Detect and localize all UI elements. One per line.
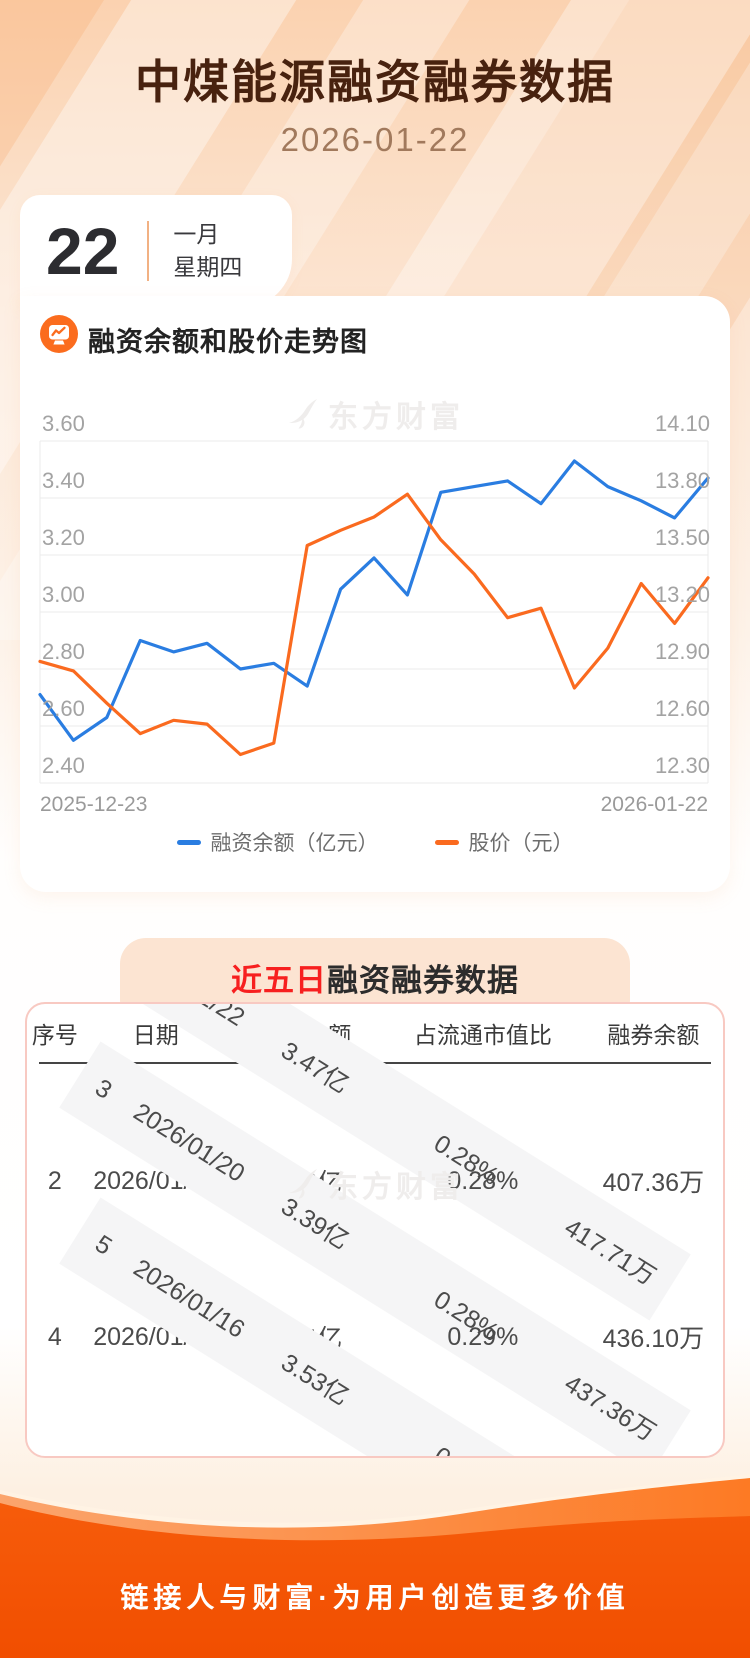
- legend-dash-blue-icon: [176, 839, 201, 845]
- legend-label: 股价（元）: [468, 832, 574, 855]
- table-cell: 436.10万: [602, 1325, 705, 1353]
- left-axis-tick: 3.60: [42, 411, 85, 436]
- table-column-header: 占流通市值比: [413, 1022, 552, 1048]
- date-card-month: 一月: [173, 221, 220, 248]
- footer-slogan: 链接人与财富·为用户创造更多价值: [120, 1582, 630, 1613]
- date-card-day: 22: [46, 214, 120, 288]
- left-axis-tick: 3.00: [42, 582, 85, 607]
- x-axis-start-label: 2025-12-23: [40, 793, 148, 816]
- margin-balance-line: [38, 459, 710, 742]
- chart-gridlines: [39, 440, 709, 784]
- table-column-header: 序号: [31, 1022, 78, 1048]
- chart-legend: 融资余额（亿元） 股价（元）: [20, 827, 730, 857]
- right-axis-tick: 12.90: [654, 639, 710, 664]
- trend-monitor-icon: [40, 315, 78, 353]
- table-title-highlight: 近五日: [231, 963, 327, 998]
- right-axis-tick: 13.50: [654, 525, 710, 550]
- table-title-rest: 融资融券数据: [327, 963, 519, 998]
- x-axis-end-label: 2026-01-22: [600, 793, 708, 816]
- table-cell: 407.36万: [602, 1169, 705, 1197]
- table-column-header: 日期: [132, 1022, 179, 1048]
- date-card-divider: [147, 221, 150, 281]
- left-axis-tick: 2.80: [42, 639, 85, 664]
- table-cell: 4: [47, 1322, 62, 1351]
- right-axis-tick: 12.30: [654, 753, 710, 778]
- legend-item-stock-price: 股价（元）: [434, 827, 574, 857]
- stock-price-line: [38, 492, 710, 757]
- right-axis-tick: 13.20: [654, 582, 710, 607]
- chart-section-title: 融资余额和股价走势图: [88, 327, 368, 357]
- table-cell: 0.29%: [447, 1322, 519, 1351]
- trend-chart: [38, 440, 710, 784]
- table-column-header: 融券余额: [607, 1022, 700, 1048]
- left-axis-tick: 2.60: [42, 696, 85, 721]
- right-axis-tick: 13.80: [654, 468, 710, 493]
- page-title: 中煤能源融资融券数据: [135, 56, 615, 108]
- date-card: 22 一月 星期四: [20, 195, 292, 307]
- five-day-table: 序号日期融资余额占流通市值比融券余额 12026/01/223.47亿0.28%…: [25, 1002, 725, 1458]
- right-axis-tick: 14.10: [654, 411, 710, 436]
- table-cell: 0.28%: [447, 1166, 519, 1195]
- footer-wave: [0, 1474, 750, 1658]
- legend-dash-orange-icon: [434, 839, 459, 845]
- legend-label: 融资余额（亿元）: [210, 832, 379, 855]
- table-header-row: 序号日期融资余额占流通市值比融券余额: [27, 1004, 723, 1062]
- footer: 链接人与财富·为用户创造更多价值: [0, 1444, 750, 1658]
- table-body: 12026/01/223.47亿0.28%417.71万22026/01/213…: [27, 1004, 723, 1456]
- left-axis-tick: 2.40: [42, 753, 85, 778]
- page-date: 2026-01-22: [280, 121, 470, 158]
- left-axis-tick: 3.40: [42, 468, 85, 493]
- left-axis-tick: 3.20: [42, 525, 85, 550]
- right-axis-tick: 12.60: [654, 696, 710, 721]
- chart-panel: 融资余额和股价走势图 东方财富 3.60 3.40 3.20 3.00 2.80 2.60…: [20, 296, 730, 892]
- table-cell: 2: [47, 1166, 62, 1195]
- date-card-weekday: 星期四: [173, 253, 243, 280]
- legend-item-margin-balance: 融资余额（亿元）: [176, 827, 379, 857]
